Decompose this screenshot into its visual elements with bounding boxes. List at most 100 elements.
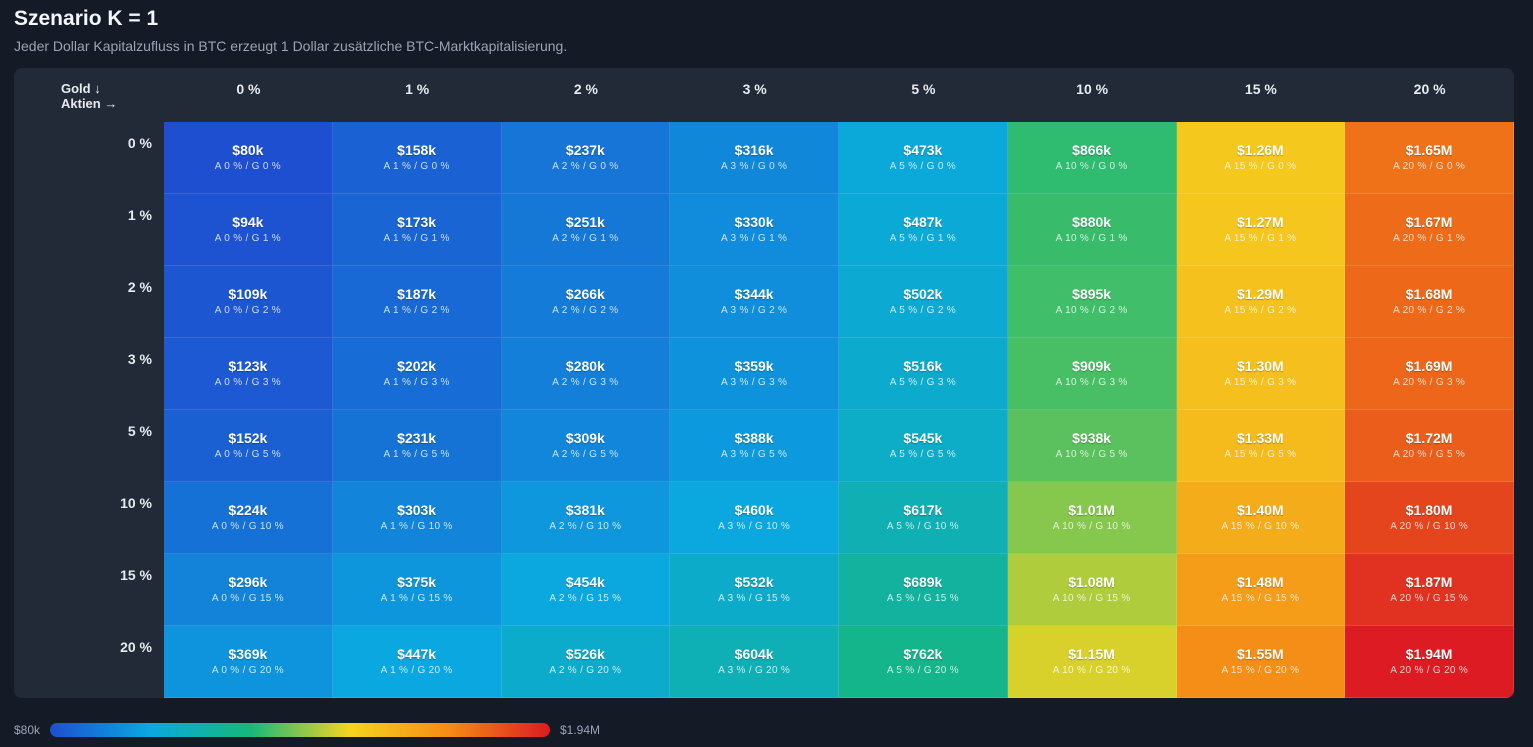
cell-value-label: $303k (397, 502, 437, 518)
cell-allocation-label: A 5 % / G 0 % (889, 161, 956, 172)
cell-allocation-label: A 2 % / G 5 % (552, 449, 619, 460)
heatmap-cell: $460k A 3 % / G 10 % (670, 482, 839, 554)
column-header: 1 % (405, 81, 430, 97)
cell-allocation-label: A 3 % / G 15 % (718, 593, 791, 604)
cell-value-label: $1.29M (1237, 286, 1284, 302)
heatmap-cell: $526k A 2 % / G 20 % (501, 626, 671, 698)
heatmap-cell: $1.01M A 10 % / G 10 % (1007, 482, 1177, 554)
cell-value-label: $762k (903, 646, 943, 662)
cell-value-label: $309k (565, 430, 605, 446)
cell-value-label: $344k (734, 286, 774, 302)
heatmap-cell: $1.65M A 20 % / G 0 % (1345, 122, 1514, 194)
row-header: 3 % (127, 351, 152, 367)
heatmap-cell: $1.08M A 10 % / G 15 % (1007, 554, 1177, 626)
heatmap-cell: $447k A 1 % / G 20 % (332, 626, 502, 698)
heatmap-cell: $296k A 0 % / G 15 % (164, 554, 333, 626)
heatmap-cell: $187k A 1 % / G 2 % (332, 266, 502, 338)
cell-allocation-label: A 15 % / G 2 % (1224, 305, 1297, 316)
cell-allocation-label: A 15 % / G 1 % (1224, 233, 1297, 244)
cell-allocation-label: A 5 % / G 5 % (889, 449, 956, 460)
heatmap-cell: $473k A 5 % / G 0 % (839, 122, 1008, 194)
cell-value-label: $1.69M (1405, 358, 1453, 374)
cell-value-label: $1.01M (1068, 502, 1115, 518)
cell-allocation-label: A 5 % / G 1 % (889, 233, 956, 244)
cell-allocation-label: A 2 % / G 15 % (549, 593, 622, 604)
heatmap-cell: $1.48M A 15 % / G 15 % (1176, 554, 1346, 626)
cell-allocation-label: A 15 % / G 0 % (1224, 161, 1297, 172)
heatmap-cell: $280k A 2 % / G 3 % (501, 338, 671, 410)
cell-allocation-label: A 3 % / G 2 % (721, 305, 788, 316)
cell-value-label: $381k (565, 502, 605, 518)
cell-allocation-label: A 5 % / G 20 % (886, 665, 959, 676)
heatmap-cell: $344k A 3 % / G 2 % (670, 266, 839, 338)
column-header: 5 % (911, 81, 936, 97)
cell-allocation-label: A 1 % / G 2 % (383, 305, 450, 316)
column-header: 3 % (742, 81, 767, 97)
cell-value-label: $866k (1072, 142, 1112, 158)
heatmap-cell: $330k A 3 % / G 1 % (670, 194, 839, 266)
heatmap-cell: $316k A 3 % / G 0 % (670, 122, 839, 194)
cell-allocation-label: A 3 % / G 1 % (721, 233, 788, 244)
heatmap-cell: $375k A 1 % / G 15 % (332, 554, 502, 626)
cell-allocation-label: A 2 % / G 10 % (549, 521, 622, 532)
heatmap-cell: $1.72M A 20 % / G 5 % (1345, 410, 1514, 482)
cell-value-label: $1.65M (1405, 142, 1453, 158)
cell-value-label: $94k (232, 214, 264, 230)
cell-allocation-label: A 0 % / G 2 % (214, 305, 281, 316)
cell-allocation-label: A 1 % / G 20 % (380, 665, 453, 676)
heatmap-cell: $1.67M A 20 % / G 1 % (1345, 194, 1514, 266)
heatmap-cell: $762k A 5 % / G 20 % (839, 626, 1008, 698)
cell-value-label: $296k (228, 574, 268, 590)
cell-value-label: $187k (397, 286, 437, 302)
cell-allocation-label: A 5 % / G 10 % (886, 521, 959, 532)
cell-allocation-label: A 1 % / G 15 % (380, 593, 453, 604)
cell-value-label: $909k (1072, 358, 1112, 374)
cell-value-label: $1.26M (1237, 142, 1284, 158)
cell-value-label: $80k (232, 142, 264, 158)
heatmap-cell: $1.87M A 20 % / G 15 % (1345, 554, 1514, 626)
heatmap-cell: $1.27M A 15 % / G 1 % (1176, 194, 1346, 266)
cell-value-label: $1.27M (1237, 214, 1284, 230)
cell-value-label: $516k (903, 358, 943, 374)
cell-allocation-label: A 15 % / G 10 % (1221, 521, 1300, 532)
row-header: 0 % (127, 135, 152, 151)
page-title: Szenario K = 1 (14, 7, 159, 30)
cell-value-label: $237k (565, 142, 605, 158)
axis-corner-label: Gold ↓ Aktien → (61, 81, 117, 111)
col-axis-label: Aktien → (61, 96, 118, 111)
cell-value-label: $1.30M (1237, 358, 1284, 374)
cell-value-label: $1.67M (1405, 214, 1453, 230)
heatmap-cell: $109k A 0 % / G 2 % (164, 266, 333, 338)
row-axis-label: Gold ↓ (61, 81, 101, 96)
cell-allocation-label: A 1 % / G 0 % (383, 161, 450, 172)
cell-value-label: $224k (228, 502, 268, 518)
heatmap-panel: Gold ↓ Aktien → 0 % 1 % 2 % 3 % 5 % 10 % 15 % 2… (14, 68, 1514, 698)
cell-allocation-label: A 15 % / G 15 % (1221, 593, 1300, 604)
heatmap-cell: $1.40M A 15 % / G 10 % (1176, 482, 1346, 554)
cell-allocation-label: A 20 % / G 2 % (1393, 305, 1466, 316)
heatmap-cell: $388k A 3 % / G 5 % (670, 410, 839, 482)
cell-allocation-label: A 20 % / G 3 % (1393, 377, 1466, 388)
heatmap-cell: $80k A 0 % / G 0 % (164, 122, 333, 194)
heatmap-cell: $158k A 1 % / G 0 % (332, 122, 502, 194)
cell-value-label: $473k (903, 142, 943, 158)
cell-value-label: $1.80M (1405, 502, 1453, 518)
cell-allocation-label: A 15 % / G 5 % (1224, 449, 1297, 460)
cell-value-label: $689k (903, 574, 943, 590)
heatmap-cell: $909k A 10 % / G 3 % (1007, 338, 1177, 410)
heatmap-cell: $1.55M A 15 % / G 20 % (1176, 626, 1346, 698)
heatmap-cell: $123k A 0 % / G 3 % (164, 338, 333, 410)
cell-allocation-label: A 20 % / G 15 % (1390, 593, 1469, 604)
column-header: 2 % (573, 81, 598, 97)
cell-value-label: $388k (734, 430, 774, 446)
cell-value-label: $266k (565, 286, 605, 302)
heatmap-cell: $689k A 5 % / G 15 % (839, 554, 1008, 626)
row-header: 20 % (120, 639, 152, 655)
cell-allocation-label: A 0 % / G 1 % (214, 233, 281, 244)
cell-allocation-label: A 5 % / G 2 % (889, 305, 956, 316)
cell-allocation-label: A 15 % / G 20 % (1221, 665, 1300, 676)
heatmap-cell: $202k A 1 % / G 3 % (332, 338, 502, 410)
cell-allocation-label: A 2 % / G 1 % (552, 233, 619, 244)
heatmap-cell: $938k A 10 % / G 5 % (1007, 410, 1177, 482)
cell-value-label: $359k (734, 358, 774, 374)
